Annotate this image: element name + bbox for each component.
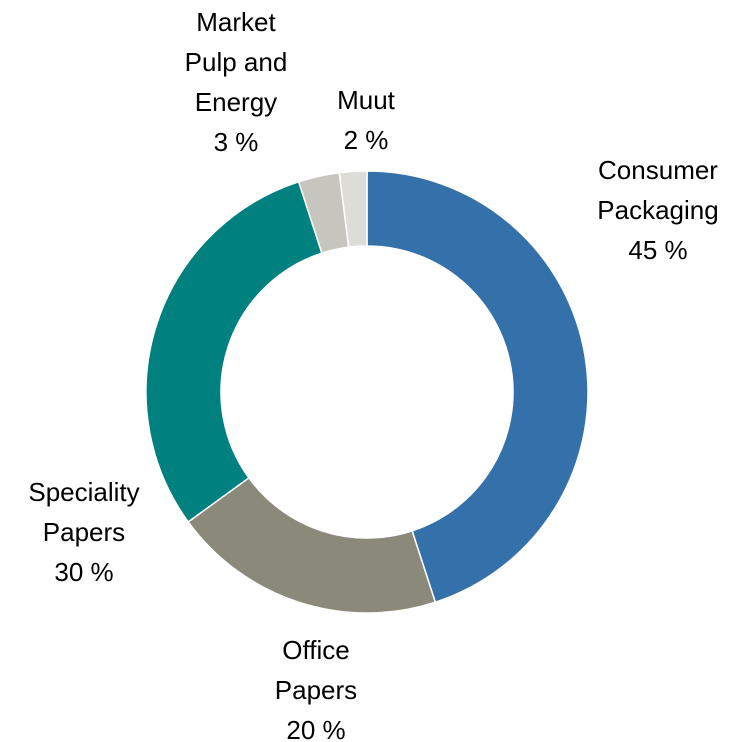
slice-label: Office Papers 20 % (261, 630, 371, 742)
category-label: Market Pulp and Energy (184, 7, 288, 117)
donut-slice (338, 170, 368, 248)
slice-label: Consumer Packaging 45 % (576, 150, 734, 270)
value-label: 30 % (54, 557, 114, 587)
value-label: 2 % (343, 125, 389, 155)
category-label: Consumer Packaging (597, 155, 719, 225)
donut-slice (187, 476, 437, 614)
slice-label: Muut 2 % (326, 80, 406, 160)
value-label: 3 % (213, 127, 259, 157)
category-label: Muut (337, 85, 395, 115)
slice-label: Speciality Papers 30 % (7, 472, 162, 592)
value-label: 45 % (628, 235, 688, 265)
category-label: Speciality Papers (28, 477, 140, 547)
slice-label: Market Pulp and Energy 3 % (170, 2, 302, 162)
category-label: Office Papers (274, 635, 358, 705)
donut-slice (145, 180, 323, 523)
donut-slice (366, 170, 589, 604)
value-label: 20 % (286, 715, 346, 742)
